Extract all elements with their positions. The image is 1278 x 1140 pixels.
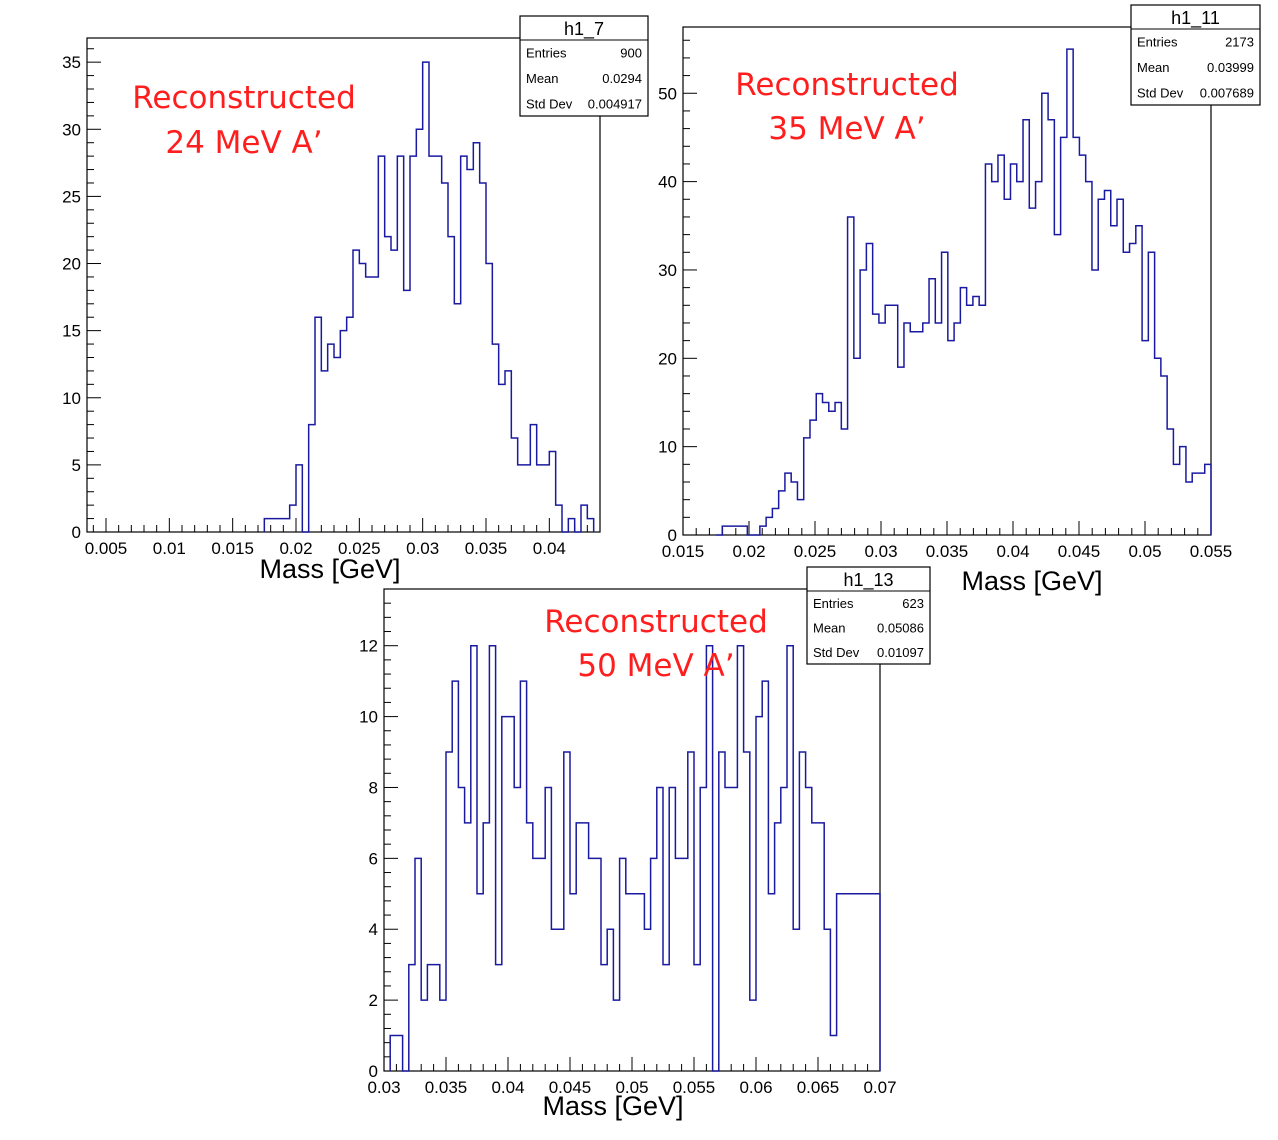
x-tick-label: 0.035	[465, 539, 508, 558]
stats-value: 0.03999	[1207, 60, 1254, 75]
y-tick-label: 20	[658, 349, 677, 368]
stats-name: h1_11	[1171, 8, 1220, 29]
y-tick-label: 0	[668, 526, 677, 545]
x-tick-label: 0.045	[549, 1078, 592, 1097]
y-tick-label: 30	[62, 120, 81, 139]
histogram-panel-h1_11: 0 10 20 30 40 50 0.015 0.02 0.025 0.03 0.035 0.04 0.…	[658, 4, 1261, 596]
x-axis-title: Mass [GeV]	[542, 1091, 683, 1121]
histogram-panel-h1_7: 0 5 10 15 20 25 30 35 0.005 0.01 0.015 0.02 0.025 0.0…	[62, 15, 649, 584]
histogram-line	[389, 644, 881, 1072]
stats-value: 0.0294	[602, 71, 642, 86]
y-tick-label: 6	[369, 849, 378, 868]
y-tick-label: 10	[359, 708, 378, 727]
stats-name: h1_13	[843, 570, 893, 591]
x-tick-label: 0.015	[662, 542, 705, 561]
y-tick-label: 40	[658, 173, 677, 192]
stats-label: Mean	[813, 621, 846, 636]
stats-label: Entries	[526, 46, 567, 61]
x-tick-label: 0.03	[864, 542, 897, 561]
stats-value: 0.05086	[877, 621, 924, 636]
stats-box-frame	[806, 566, 931, 665]
x-tick-label: 0.045	[1058, 542, 1101, 561]
y-tick-label: 8	[369, 778, 378, 797]
stats-value: 0.004917	[588, 96, 642, 111]
annotation-text: 24 MeV A’	[165, 125, 322, 161]
y-tick-label: 5	[72, 456, 81, 475]
stats-label: Entries	[813, 596, 854, 611]
y-tick-label: 10	[658, 438, 677, 457]
y-tick-label: 15	[62, 322, 81, 341]
x-tick-label: 0.01	[153, 539, 186, 558]
stats-label: Mean	[1137, 60, 1170, 75]
stats-label: Mean	[526, 71, 559, 86]
stats-label: Std Dev	[813, 645, 860, 660]
annotation-text: Reconstructed	[735, 67, 959, 103]
stats-value: 0.007689	[1200, 85, 1254, 100]
stats-value: 900	[620, 46, 642, 61]
x-tick-label: 0.05	[615, 1078, 648, 1097]
stats-label: Std Dev	[1137, 85, 1184, 100]
x-tick-label: 0.055	[673, 1078, 716, 1097]
x-tick-label: 0.015	[211, 539, 254, 558]
x-tick-label: 0.05	[1128, 542, 1161, 561]
x-axis-title: Mass [GeV]	[961, 566, 1102, 596]
x-tick-label: 0.03	[406, 539, 439, 558]
y-tick-label: 4	[369, 920, 378, 939]
stats-value: 623	[902, 596, 924, 611]
y-tick-label: 0	[369, 1062, 378, 1081]
x-tick-label: 0.055	[1190, 542, 1233, 561]
x-tick-label: 0.065	[797, 1078, 840, 1097]
y-tick-label: 10	[62, 389, 81, 408]
x-tick-label: 0.04	[491, 1078, 524, 1097]
x-tick-label: 0.03	[367, 1078, 400, 1097]
x-tick-label: 0.005	[85, 539, 128, 558]
x-tick-label: 0.02	[732, 542, 765, 561]
x-tick-label: 0.07	[863, 1078, 896, 1097]
x-tick-label: 0.025	[338, 539, 381, 558]
plot-frame	[86, 37, 601, 533]
x-tick-label: 0.02	[279, 539, 312, 558]
y-tick-label: 2	[369, 991, 378, 1010]
x-tick-label: 0.06	[739, 1078, 772, 1097]
annotation-text: Reconstructed	[544, 604, 768, 640]
x-axis-title: Mass [GeV]	[259, 554, 400, 584]
y-tick-label: 20	[62, 255, 81, 274]
stats-box: h1_11 Entries 2173 Mean 0.03999 Std Dev 0.0076…	[1130, 4, 1261, 106]
x-tick-label: 0.035	[926, 542, 969, 561]
y-tick-label: 50	[658, 84, 677, 103]
y-tick-label: 12	[359, 637, 378, 656]
x-tick-label: 0.035	[425, 1078, 468, 1097]
stats-value: 2173	[1225, 35, 1254, 50]
annotation-text: 35 MeV A’	[768, 111, 925, 147]
y-tick-label: 35	[62, 53, 81, 72]
stats-value: 0.01097	[877, 645, 924, 660]
stats-name: h1_7	[564, 19, 604, 40]
annotation-text: Reconstructed	[132, 80, 356, 116]
y-tick-label: 25	[62, 187, 81, 206]
histogram-line	[716, 48, 1212, 536]
stats-box: h1_13 Entries 623 Mean 0.05086 Std Dev 0.01097	[806, 566, 931, 665]
stats-label: Entries	[1137, 35, 1178, 50]
annotation-text: 50 MeV A’	[577, 648, 734, 684]
y-tick-label: 30	[658, 261, 677, 280]
x-tick-label: 0.025	[794, 542, 837, 561]
histogram-panel-h1_13: 0 2 4 6 8 10 12 0.03 0.035 0.04 0.045 0.05 0.055 0.06…	[359, 566, 931, 1121]
stats-box-frame	[519, 15, 649, 117]
stats-box: h1_7 Entries 900 Mean 0.0294 Std Dev 0.004917	[519, 15, 649, 117]
stats-label: Std Dev	[526, 96, 573, 111]
stats-box-frame	[1130, 4, 1261, 106]
x-tick-label: 0.04	[533, 539, 566, 558]
histogram-line	[263, 61, 595, 533]
x-tick-label: 0.04	[996, 542, 1029, 561]
y-tick-label: 0	[72, 523, 81, 542]
